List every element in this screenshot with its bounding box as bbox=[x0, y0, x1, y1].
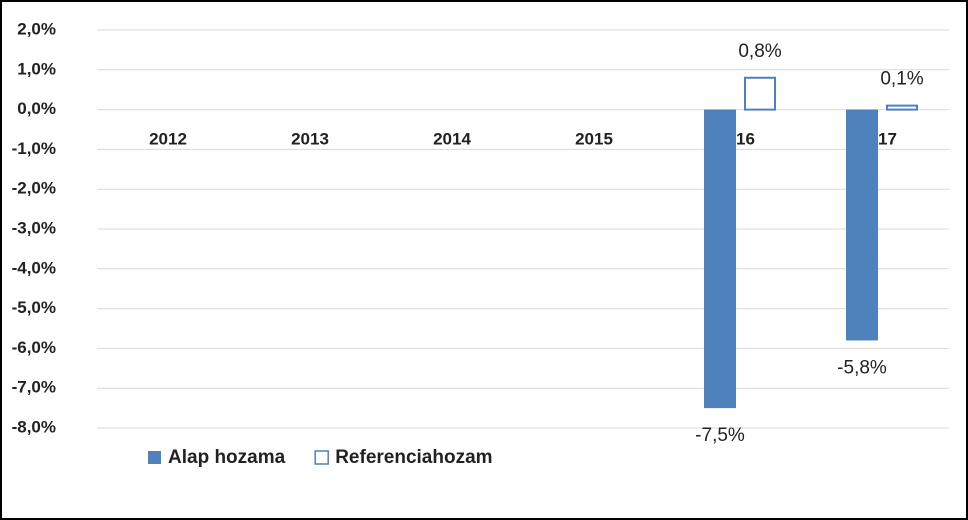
y-tick-label: -3,0% bbox=[12, 218, 56, 237]
y-tick-label: -1,0% bbox=[12, 139, 56, 158]
x-tick-label: 2013 bbox=[291, 129, 329, 148]
y-tick-label: -2,0% bbox=[12, 179, 56, 198]
y-tick-label: -6,0% bbox=[12, 338, 56, 357]
bar bbox=[744, 76, 776, 111]
bar bbox=[886, 104, 918, 111]
y-tick-label: 0,0% bbox=[17, 99, 56, 118]
x-tick-label: 2014 bbox=[433, 129, 471, 148]
legend-swatch bbox=[148, 451, 161, 464]
y-tick-label: -8,0% bbox=[12, 417, 56, 436]
x-tick-label: 2015 bbox=[575, 129, 613, 148]
legend-label: Alap hozama bbox=[168, 447, 286, 468]
y-tick-label: 2,0% bbox=[17, 19, 56, 38]
data-label: 0,8% bbox=[738, 41, 781, 62]
legend-label: Referenciahozam bbox=[335, 447, 492, 468]
data-label: -7,5% bbox=[695, 425, 745, 446]
bar bbox=[704, 109, 736, 409]
data-label: -5,8% bbox=[837, 357, 887, 378]
x-tick-label: 2012 bbox=[149, 129, 187, 148]
data-label: 0,1% bbox=[880, 69, 923, 90]
y-tick-label: -4,0% bbox=[12, 258, 56, 277]
y-tick-label: -7,0% bbox=[12, 378, 56, 397]
bar bbox=[846, 109, 878, 341]
y-tick-label: 1,0% bbox=[17, 59, 56, 78]
legend-swatch bbox=[314, 450, 329, 465]
y-tick-label: -5,0% bbox=[12, 298, 56, 317]
